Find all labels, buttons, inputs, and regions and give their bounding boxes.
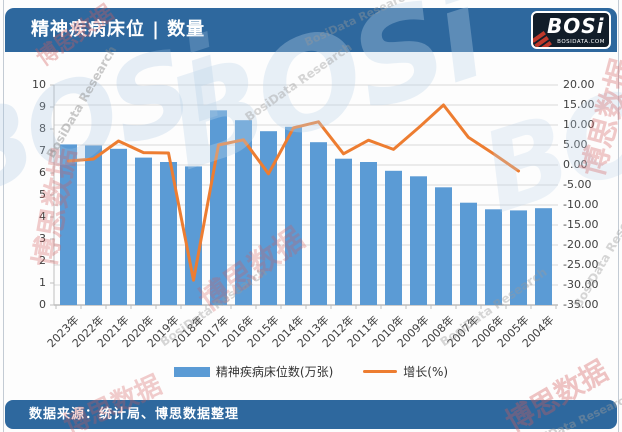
right-axis-tick: 15.00 — [563, 98, 595, 111]
bar — [310, 142, 327, 305]
right-axis-tick: -10.00 — [563, 198, 599, 211]
bar-swatch-icon — [173, 366, 210, 377]
chart-title: 精神疾病床位 | 数量 — [31, 19, 206, 40]
logo-text: BOSi — [547, 14, 605, 38]
bar — [385, 170, 402, 305]
right-axis-tick: -5.00 — [563, 178, 592, 191]
bar — [260, 131, 277, 305]
right-axis-tick: 5.00 — [563, 138, 588, 151]
left-axis-tick: 7 — [39, 144, 46, 157]
bar — [435, 187, 452, 305]
bar — [460, 202, 477, 305]
header-bar: 精神疾病床位 | 数量 BOSi BOSIDATA.COM — [5, 8, 617, 52]
bar — [85, 145, 102, 305]
bar — [285, 126, 302, 305]
logo-subtext: BOSIDATA.COM — [557, 39, 605, 45]
bosi-logo: BOSi BOSIDATA.COM — [531, 11, 611, 49]
legend-item-growth: 增长(%) — [363, 363, 448, 380]
bar — [410, 176, 427, 305]
footer-bar: 数据来源：统计局、博思数据整理 — [5, 400, 617, 429]
right-axis-tick: 10.00 — [563, 118, 595, 131]
left-axis-tick: 0 — [39, 298, 46, 311]
chart-legend: 精神疾病床位数(万张) 增长(%) — [0, 363, 622, 380]
bar — [210, 110, 227, 305]
right-axis-tick: -15.00 — [563, 218, 599, 231]
bar — [335, 158, 352, 305]
data-source: 数据来源：统计局、博思数据整理 — [29, 407, 240, 422]
bar — [160, 162, 177, 305]
bar — [60, 144, 77, 305]
line-swatch-icon — [363, 370, 398, 373]
bar — [535, 208, 552, 305]
left-axis-tick: 1 — [39, 276, 46, 289]
bar — [235, 120, 252, 305]
left-axis-tick: 5 — [39, 188, 46, 201]
legend-item-beds: 精神疾病床位数(万张) — [173, 363, 334, 380]
bar — [360, 162, 377, 305]
left-axis-tick: 2 — [39, 254, 46, 267]
left-axis-tick: 10 — [32, 78, 46, 91]
legend-label-growth: 增长(%) — [403, 365, 449, 379]
bar — [185, 166, 202, 305]
bar — [110, 148, 127, 305]
bar — [510, 210, 527, 305]
bar — [485, 209, 502, 305]
left-axis-tick: 8 — [39, 122, 46, 135]
right-axis-tick: 0.00 — [563, 158, 588, 171]
left-axis-tick: 4 — [39, 210, 46, 223]
right-frame-line — [618, 0, 619, 432]
legend-label-beds: 精神疾病床位数(万张) — [215, 365, 334, 379]
right-axis-tick: -35.00 — [563, 298, 599, 311]
left-axis-tick: 3 — [39, 232, 46, 245]
left-frame-line — [3, 0, 4, 432]
bar — [135, 157, 152, 305]
right-axis-tick: -30.00 — [563, 278, 599, 291]
right-axis-tick: -20.00 — [563, 238, 599, 251]
right-axis-tick: 20.00 — [563, 78, 595, 91]
left-axis-tick: 9 — [39, 100, 46, 113]
right-axis-tick: -25.00 — [563, 258, 599, 271]
left-axis-tick: 6 — [39, 166, 46, 179]
growth-line — [67, 103, 520, 282]
